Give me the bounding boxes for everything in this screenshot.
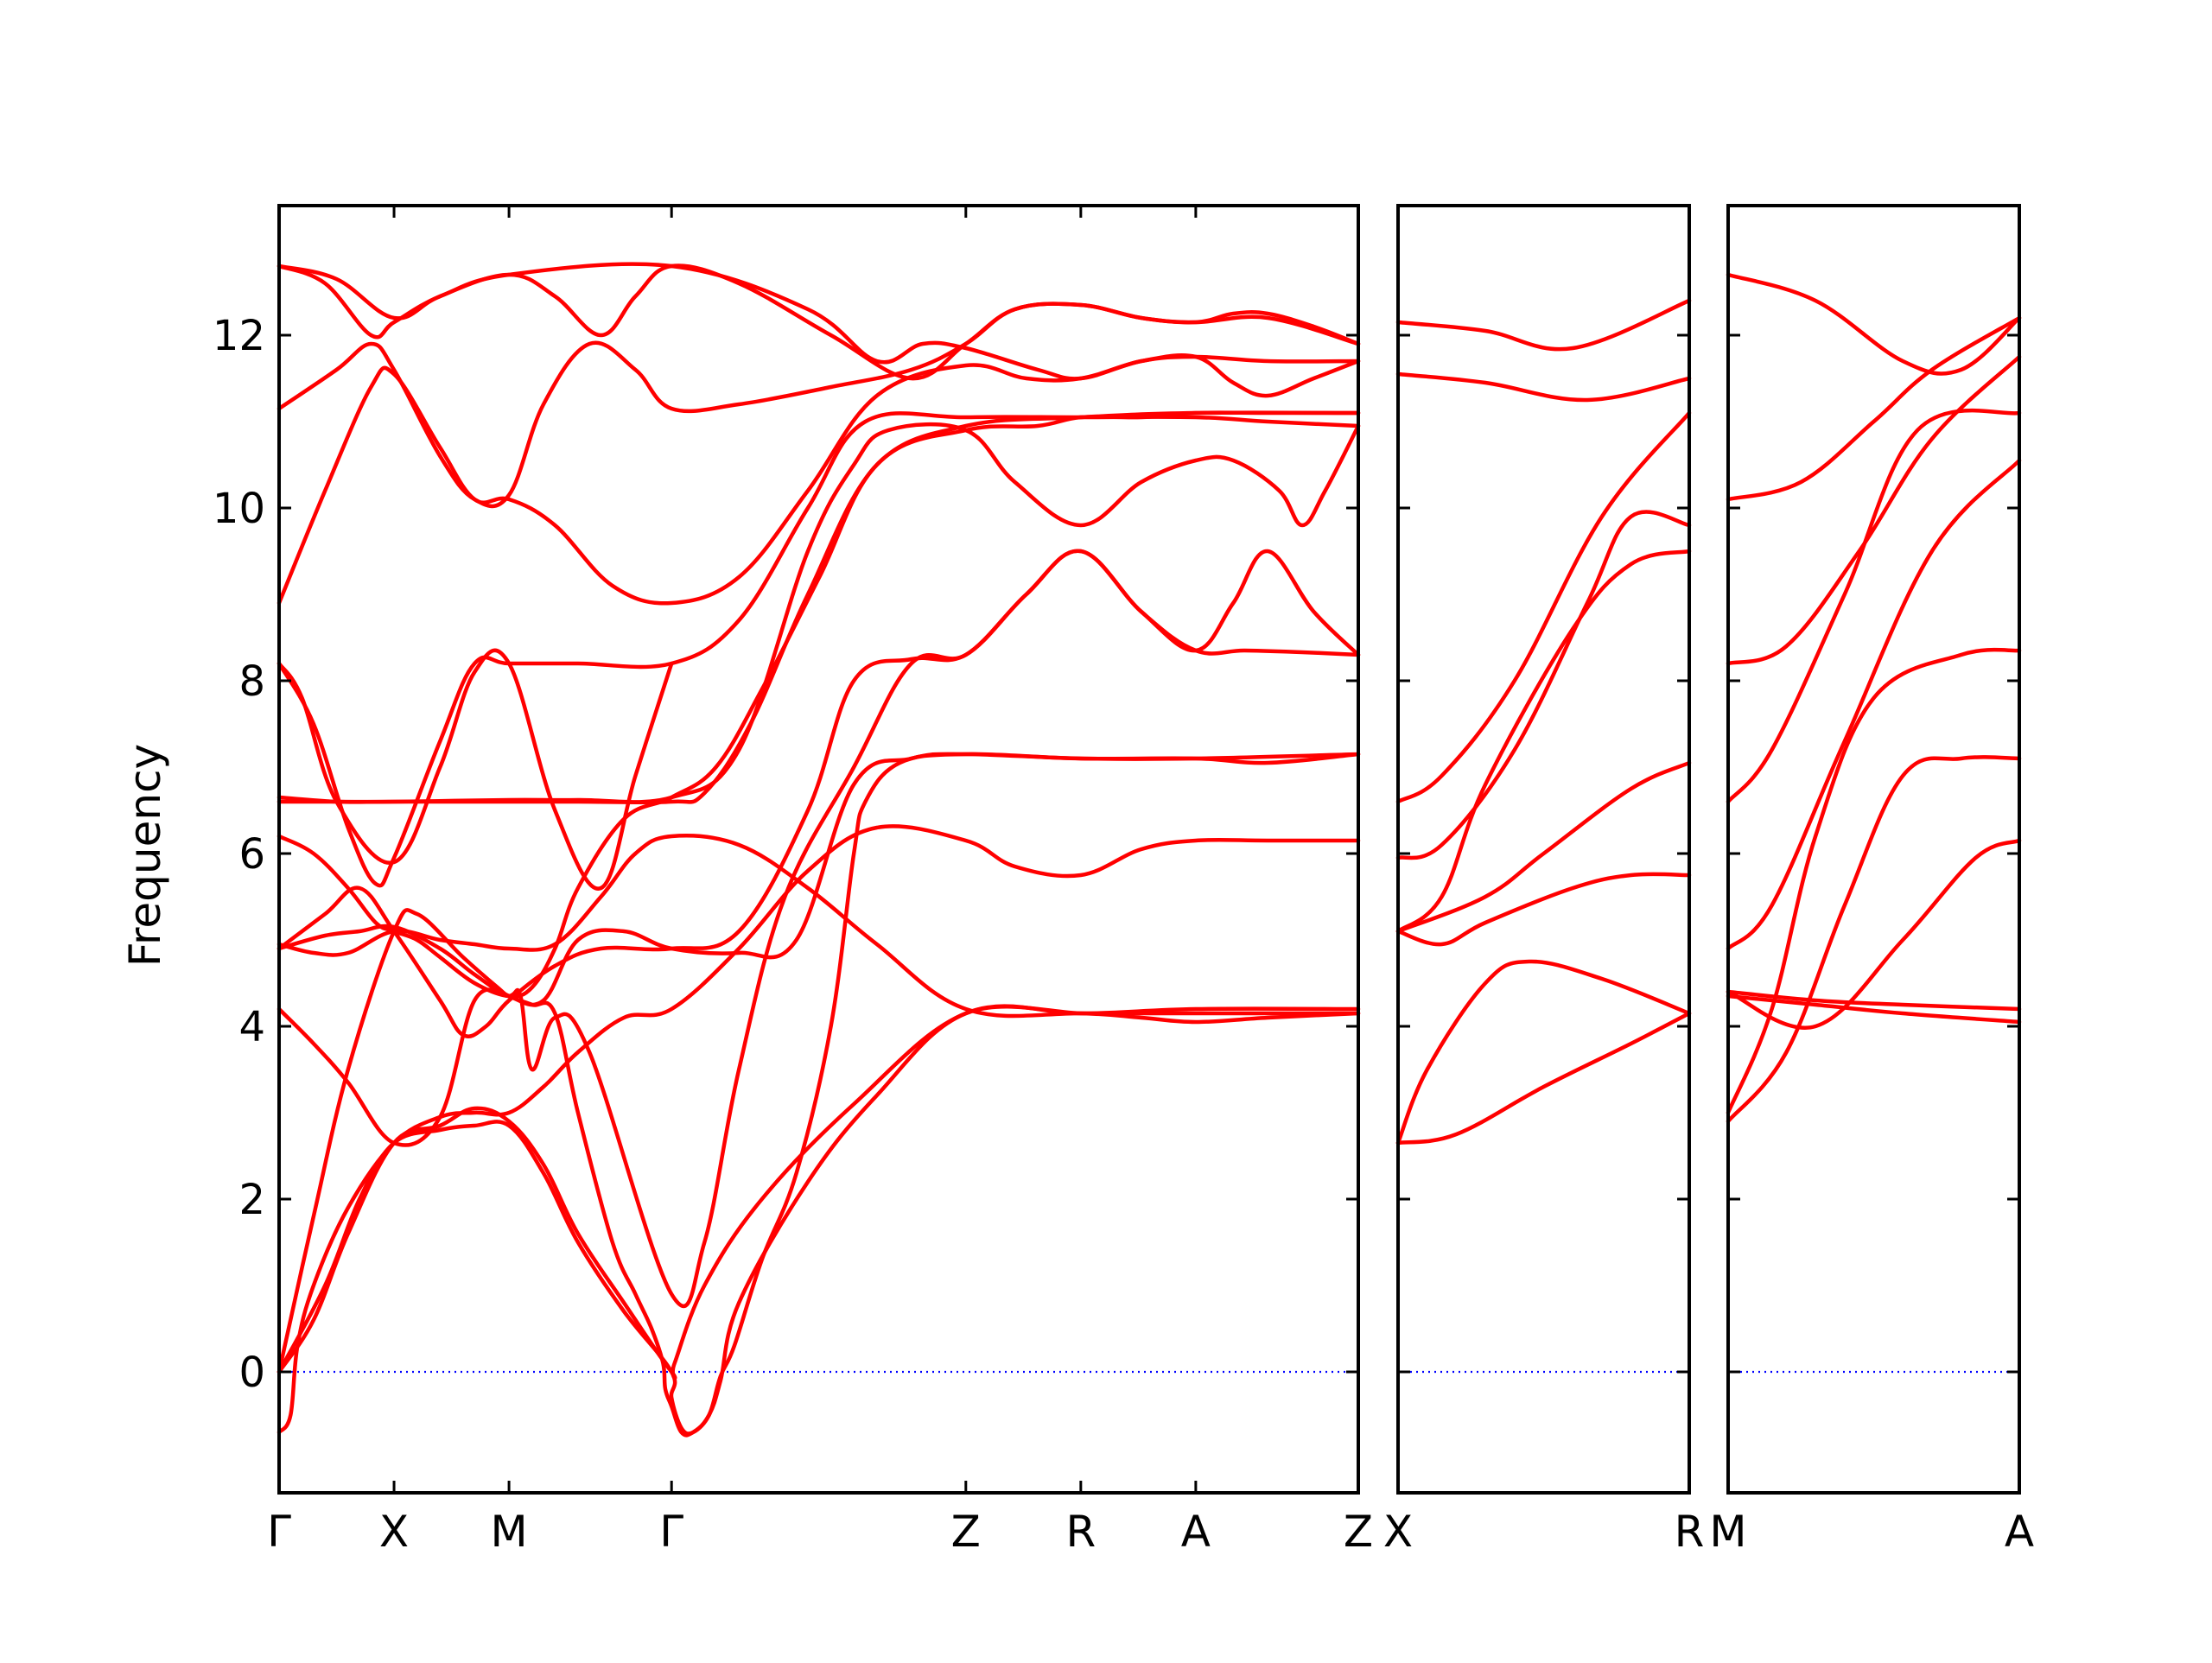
y-axis-label: Frequency (120, 744, 170, 967)
phonon-band-1-17 (276, 262, 1361, 398)
phonon-band-1-4 (276, 752, 1361, 1438)
phonon-band-2-5 (1395, 549, 1692, 934)
phonon-band-1-5 (276, 549, 1361, 1309)
x-tick-label: Γ (659, 1507, 683, 1557)
phonon-band-3-9 (1726, 315, 2022, 502)
phonon-band-1-3 (276, 1004, 1361, 1436)
x-tick-label: A (2005, 1507, 2034, 1557)
x-tick-label: Z (951, 1507, 981, 1557)
x-tick-label: X (1383, 1507, 1413, 1557)
phonon-band-1-6 (276, 549, 1361, 1038)
x-tick-label: M (1709, 1507, 1746, 1557)
phonon-band-1-8 (276, 834, 1361, 1019)
phonon-band-1-9 (276, 410, 1361, 999)
phonon-band-1-11 (276, 422, 1361, 804)
phonon-band-1-16 (276, 263, 1361, 381)
phonon-band-2-4 (1395, 760, 1692, 934)
y-tick-label: 0 (238, 1349, 265, 1397)
axes (277, 204, 2021, 1495)
phonon-band-2-3 (1395, 872, 1692, 947)
x-tick-label: X (379, 1507, 409, 1557)
phonon-band-3-6 (1726, 458, 2022, 951)
phonon-band-1-1 (276, 824, 1361, 1435)
phonon-band-3-5 (1726, 838, 2022, 1030)
y-tick-label: 8 (238, 657, 265, 706)
x-tick-label: Z (1344, 1507, 1373, 1557)
y-tick-label: 2 (238, 1176, 265, 1224)
x-tick-label: Γ (267, 1507, 291, 1557)
y-tick-label: 6 (238, 830, 265, 879)
phonon-band-2-2 (1395, 959, 1692, 1146)
phonon-band-2-1 (1395, 1011, 1692, 1146)
x-tick-label: R (1065, 1507, 1096, 1557)
phonon-band-3-2 (1726, 647, 2022, 1115)
y-tick-label: 12 (213, 312, 265, 360)
phonon-band-1-14 (276, 354, 1361, 606)
phonon-band-1-13 (276, 648, 674, 891)
phonon-band-3-4 (1726, 989, 2022, 1012)
phonon-band-2-6 (1395, 510, 1692, 860)
x-tick-label: A (1181, 1507, 1211, 1557)
y-tick-label: 10 (213, 485, 265, 533)
phonon-band-2-8 (1395, 371, 1692, 403)
x-tick-label: R (1675, 1507, 1705, 1557)
phonon-band-2-7 (1395, 410, 1692, 804)
phonon-band-1-7 (276, 752, 1361, 1007)
band-lines (276, 262, 2022, 1438)
phonon-band-3-3 (1726, 993, 2022, 1025)
phonon-band-3-8 (1726, 354, 2022, 666)
phonon-band-3-7 (1726, 408, 2022, 804)
panel-frame (1726, 204, 2021, 1495)
phonon-band-2-9 (1395, 298, 1692, 352)
x-tick-label: M (491, 1507, 528, 1557)
y-tick-label: 4 (238, 1003, 265, 1051)
phonon-band-1-2 (276, 1004, 1361, 1381)
phonon-band-3-10 (1726, 272, 2022, 376)
phonon-band-3-1 (1726, 755, 2022, 1124)
panel-frame (277, 204, 1360, 1495)
panel-frame (1396, 204, 1691, 1495)
